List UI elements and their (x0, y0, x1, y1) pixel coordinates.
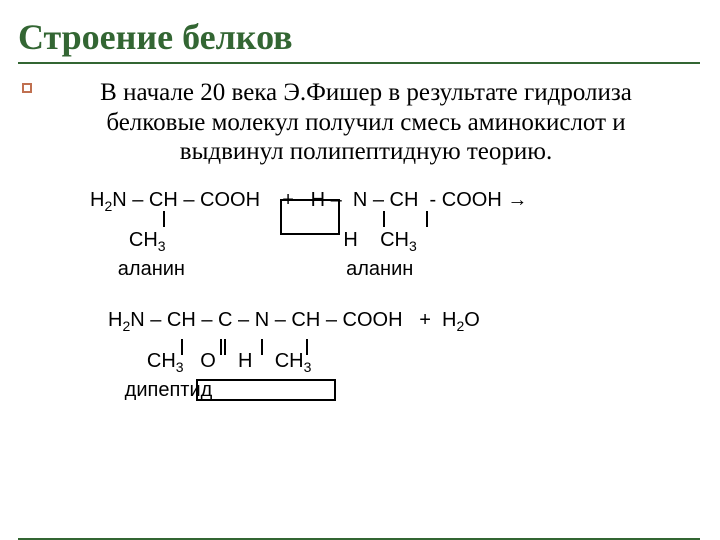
subtitle-line3: выдвинул полипептидную теорию. (180, 138, 552, 165)
vbond-2d (306, 339, 308, 355)
bullet-icon (22, 83, 32, 93)
reaction2-substituents: CH3 O H CH3 (108, 348, 720, 377)
vbond-2a (181, 339, 183, 355)
vbond-1b (383, 211, 385, 227)
subtitle-line2: белковые молекул получил смесь аминокисл… (106, 109, 625, 136)
reaction1-main: H2N – CH – COOH + H – N – CH - COOH → (90, 187, 720, 216)
subtitle-line1: В начале 20 века Э.Фишер в результате ги… (100, 79, 632, 106)
vbond-2c (261, 339, 263, 355)
reaction1-substituents: CH3 H CH3 (90, 227, 720, 256)
title-underline (18, 62, 700, 64)
chemistry-block: H2N – CH – COOH + H – N – CH - COOH → CH… (0, 187, 720, 405)
box-reaction2 (196, 379, 336, 401)
subtitle: В начале 20 века Э.Фишер в результате ги… (0, 78, 720, 167)
dbond-2b (220, 339, 226, 355)
box-reaction1 (280, 199, 340, 235)
reaction1-labels: аланин аланин (90, 256, 720, 283)
reaction2-main: H2N – CH – C – N – CH – COOH + H2O (108, 307, 720, 336)
vbond-1a (163, 211, 165, 227)
slide-title: Строение белков (0, 0, 720, 62)
vbond-1c (426, 211, 428, 227)
